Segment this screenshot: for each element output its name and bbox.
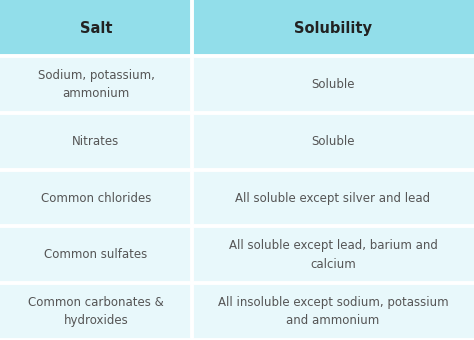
Text: All soluble except lead, barium and
calcium: All soluble except lead, barium and calc… — [228, 239, 438, 271]
Text: Solubility: Solubility — [294, 20, 372, 36]
Bar — [0, 56, 474, 113]
Text: All soluble except silver and lead: All soluble except silver and lead — [236, 191, 430, 205]
Text: Common sulfates: Common sulfates — [45, 248, 147, 261]
Bar — [0, 170, 474, 226]
Text: Common chlorides: Common chlorides — [41, 191, 151, 205]
Bar — [0, 0, 474, 56]
Text: Sodium, potassium,
ammonium: Sodium, potassium, ammonium — [37, 69, 155, 100]
Text: Soluble: Soluble — [311, 135, 355, 148]
Bar — [0, 283, 474, 340]
Text: Soluble: Soluble — [311, 78, 355, 91]
Text: All insoluble except sodium, potassium
and ammonium: All insoluble except sodium, potassium a… — [218, 296, 448, 327]
Text: Common carbonates &
hydroxides: Common carbonates & hydroxides — [28, 296, 164, 327]
Text: Nitrates: Nitrates — [73, 135, 119, 148]
Bar — [0, 113, 474, 170]
Bar — [0, 226, 474, 283]
Text: Salt: Salt — [80, 20, 112, 36]
